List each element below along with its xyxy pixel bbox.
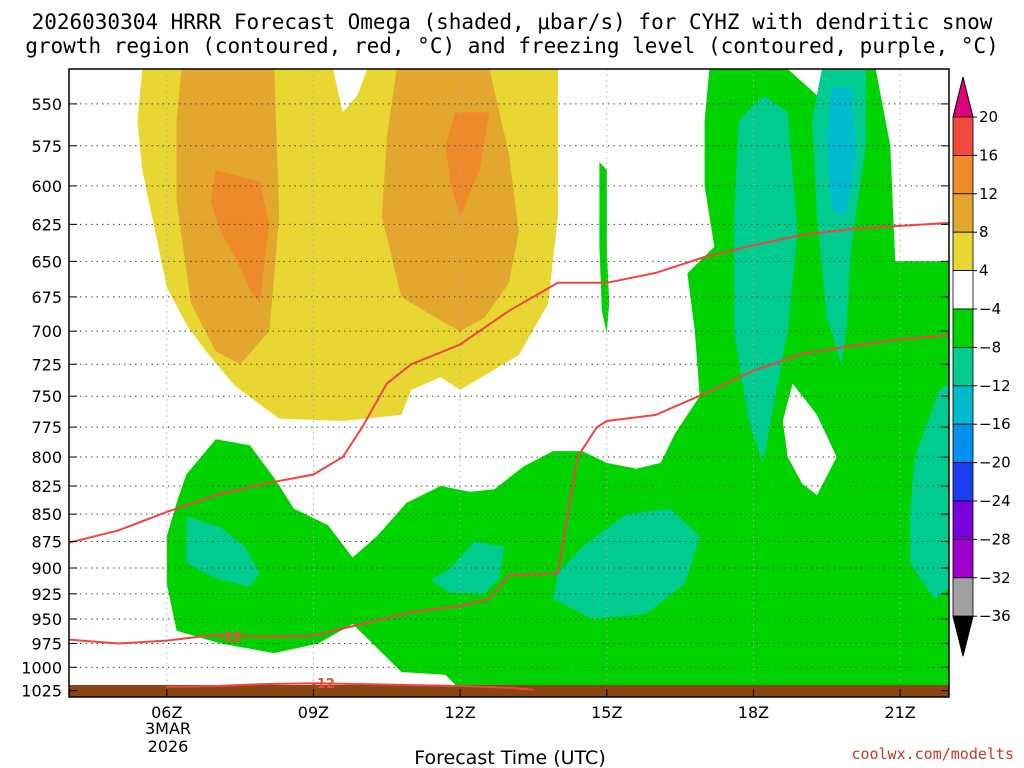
colorbar-swatch-pos-4-8: [952, 231, 974, 271]
y-tick-label-625: 625: [31, 215, 62, 234]
omega-region-neutral-7: [582, 69, 715, 283]
x-axis-time: 06Z 09Z 12Z 15Z 18Z 21Z: [151, 689, 916, 722]
colorbar-tick-label-10: −24: [979, 492, 1011, 510]
y-tick-label-775: 775: [31, 418, 62, 437]
x-tick-label-12Z: 12Z: [444, 703, 475, 722]
colorbar-swatch-pos-8-12: [952, 193, 974, 233]
omega-shaded-field: [137, 69, 949, 691]
omega-region-neg-8-12-8: [186, 516, 260, 587]
colorbar-tick-label-8: −16: [979, 415, 1011, 433]
y-tick-label-850: 850: [31, 505, 62, 524]
y-tick-label-725: 725: [31, 355, 62, 374]
x-tick-label-15Z: 15Z: [591, 703, 622, 722]
y-tick-label-975: 975: [31, 634, 62, 653]
omega-region-neutral-6: [782, 383, 837, 496]
y-tick-label-750: 750: [31, 387, 62, 406]
temperature-contours: [69, 221, 949, 691]
contour-label-0: -12: [219, 631, 243, 646]
y-tick-label-550: 550: [31, 95, 62, 114]
x-tick-label-18Z: 18Z: [738, 703, 769, 722]
omega-colorbar: 20 16 12 8 4 −4 −8 −12 −16 −20 −24 −28 −32 −36: [952, 76, 1011, 657]
colorbar-swatch-neg-4-8: [952, 308, 974, 348]
grid-lines: [69, 69, 949, 697]
colorbar-swatch-neg-28-32: [952, 539, 974, 579]
omega-region-pos-12-16-4: [445, 112, 490, 217]
x-axis-label: Forecast Time (UTC): [414, 747, 605, 768]
chart-title-line1: 2026030304 HRRR Forecast Omega (shaded, …: [32, 10, 993, 34]
colorbar-swatch-pos-12-16: [952, 154, 974, 195]
contour-line-upper: [69, 221, 949, 544]
colorbar-swatch-neg-32-36: [952, 577, 974, 617]
x-tick-label-09Z: 09Z: [298, 703, 329, 722]
omega-region-neg-4-8-15: [599, 162, 610, 334]
y-tick-label-650: 650: [31, 252, 62, 271]
y-tick-label-800: 800: [31, 448, 62, 467]
omega-region-neg-8-12-11: [733, 95, 798, 463]
y-tick-label-875: 875: [31, 532, 62, 551]
colorbar-swatch-neg-8-12: [952, 346, 974, 387]
y-tick-label-600: 600: [31, 177, 62, 196]
colorbar-tick-label-1: 16: [979, 146, 998, 164]
colorbar-tick-label-9: −20: [979, 454, 1011, 472]
contour-line-mid: [69, 334, 949, 645]
colorbar-tick-label-7: −12: [979, 377, 1011, 395]
colorbar-tick-label-4: 4: [979, 262, 989, 280]
contour-line-lower: [166, 682, 534, 691]
colorbar-tick-label-0: 20: [979, 108, 998, 126]
y-tick-label-700: 700: [31, 322, 62, 341]
colorbar-swatch-neutral: [952, 270, 974, 310]
x-date-label-line1: 3MAR: [145, 719, 191, 738]
plot-frame: [68, 68, 950, 698]
chart-title-line2: growth region (contoured, red, °C) and f…: [25, 34, 999, 58]
credit-text: coolwx.com/modelts: [851, 745, 1014, 763]
y-tick-label-925: 925: [31, 585, 62, 604]
omega-region-neg-8-12-13: [909, 383, 949, 599]
omega-region-neg-8-12-9: [430, 541, 505, 594]
y-tick-label-1025: 1025: [21, 682, 62, 701]
colorbar-tick-label-11: −28: [979, 530, 1011, 548]
colorbar-swatch-neg-20-24: [952, 462, 974, 502]
colorbar-bottom-triangle: [952, 615, 974, 657]
omega-region-neg-12-16-14: [826, 86, 857, 217]
omega-region-pos-8-12-2: [381, 69, 519, 332]
colorbar-tick-label-6: −8: [979, 338, 1001, 356]
colorbar-tick-label-5: −4: [979, 300, 1001, 318]
x-date-label-line2: 2026: [148, 737, 189, 756]
y-tick-label-1000: 1000: [21, 658, 62, 677]
colorbar-swatch-neg-24-28: [952, 500, 974, 540]
colorbar-tick-label-2: 12: [979, 185, 998, 203]
y-axis-pressure: 550 575 600 625 650 675 700 725 750 775 800 825 850 8…: [21, 95, 949, 701]
colorbar-swatch-pos-16-20: [952, 116, 974, 156]
y-tick-label-825: 825: [31, 477, 62, 496]
colorbar-swatch-neg-12-16: [952, 385, 974, 425]
contour-label-1: -12: [311, 677, 335, 692]
colorbar-tick-label-12: −32: [979, 569, 1011, 587]
y-tick-label-675: 675: [31, 288, 62, 307]
omega-region-neg-8-12-10: [553, 508, 700, 619]
colorbar-tick-label-3: 8: [979, 223, 989, 241]
colorbar-swatch-neg-16-20: [952, 423, 974, 464]
y-tick-label-900: 900: [31, 559, 62, 578]
y-tick-label-950: 950: [31, 610, 62, 629]
y-tick-label-575: 575: [31, 137, 62, 156]
omega-region-pos-12-16-3: [210, 170, 270, 304]
colorbar-tick-label-13: −36: [979, 607, 1011, 625]
colorbar-top-triangle: [952, 76, 974, 118]
ground-surface: [69, 685, 949, 697]
x-tick-label-06Z: 06Z: [151, 703, 182, 722]
x-tick-label-21Z: 21Z: [884, 703, 915, 722]
contour-labels: -12 -12: [219, 631, 335, 693]
